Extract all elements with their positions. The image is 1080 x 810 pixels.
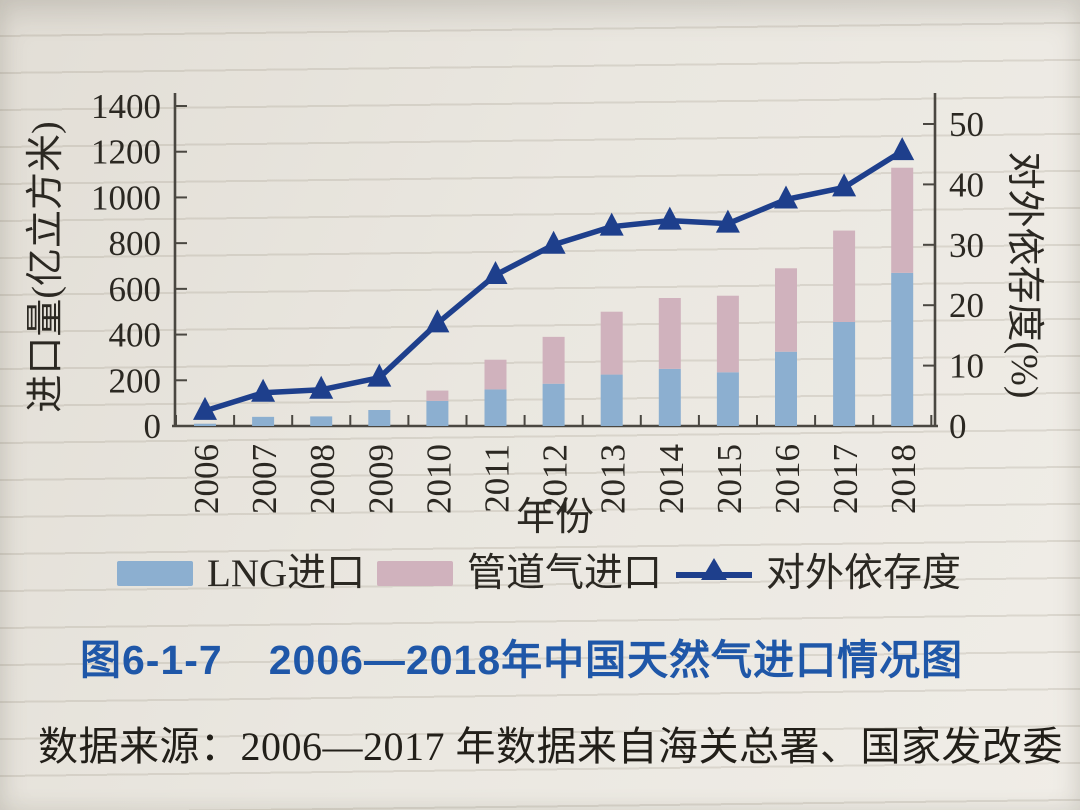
svg-text:1000: 1000: [91, 178, 161, 217]
tick-marks: [175, 105, 935, 427]
line-triangle-marker-icon: [676, 558, 752, 586]
legend-item-pipeline: 管道气进口: [377, 548, 662, 598]
legend-label-lng: LNG进口: [207, 551, 366, 595]
triangle-marker-icon: [541, 230, 566, 254]
svg-text:2015: 2015: [710, 444, 749, 514]
svg-text:2017: 2017: [826, 444, 865, 514]
legend-label-dependence: 对外依存度: [766, 551, 962, 595]
triangle-marker-icon: [367, 363, 392, 387]
svg-text:2009: 2009: [361, 444, 400, 514]
svg-text:2018: 2018: [884, 444, 923, 514]
svg-text:2010: 2010: [419, 444, 458, 514]
triangle-marker-icon: [251, 378, 276, 402]
bars-lng-import: [194, 272, 914, 426]
triangle-marker-icon: [657, 206, 682, 230]
svg-text:2012: 2012: [536, 444, 575, 514]
svg-text:20: 20: [949, 286, 984, 325]
triangle-marker-icon: [309, 375, 334, 399]
svg-text:2006: 2006: [187, 444, 226, 514]
chart-legend: LNG进口 管道气进口 对外依存度: [0, 548, 1080, 598]
legend-item-lng: LNG进口: [117, 548, 365, 598]
svg-text:0: 0: [144, 407, 162, 446]
svg-text:1200: 1200: [91, 133, 161, 172]
dependence-line: [193, 137, 915, 420]
data-source-note: 数据来源：2006—2017 年数据来自海关总署、国家发改委: [38, 724, 1063, 769]
figure-title: 2006—2018年中国天然气进口情况图: [268, 637, 964, 683]
figure-caption: 图6-1-7 2006—2018年中国天然气进口情况图: [80, 626, 1060, 686]
legend-item-dependence: 对外依存度: [676, 548, 961, 598]
pipeline-swatch-icon: [377, 560, 453, 586]
svg-text:200: 200: [109, 361, 162, 400]
svg-text:800: 800: [109, 224, 162, 263]
svg-text:0: 0: [949, 407, 967, 446]
svg-text:2014: 2014: [652, 444, 691, 514]
triangle-marker-icon: [774, 185, 798, 209]
bars-pipeline-import: [426, 167, 914, 401]
right-axis-title: 对外依存度(%): [1003, 152, 1045, 399]
svg-text:2007: 2007: [245, 444, 284, 514]
x-axis-title: 年份: [516, 496, 594, 539]
gas-import-chart-canvas: 0 200 400 600 800 1000 1200 1400 0 10 20 30 40 50 2006…: [25, 87, 1045, 539]
triangle-marker-icon: [890, 137, 915, 161]
lng-swatch-icon: [117, 560, 193, 586]
svg-text:2013: 2013: [594, 444, 633, 514]
svg-text:400: 400: [109, 316, 162, 355]
svg-text:50: 50: [949, 105, 984, 144]
triangle-marker-icon: [832, 173, 857, 197]
legend-label-pipeline: 管道气进口: [467, 551, 663, 595]
triangle-marker-icon: [599, 212, 624, 236]
svg-text:10: 10: [949, 347, 984, 386]
svg-text:600: 600: [109, 270, 162, 309]
triangle-marker-icon: [193, 396, 217, 420]
triangle-marker-icon: [483, 261, 508, 284]
triangle-marker-icon: [425, 309, 450, 333]
svg-text:2016: 2016: [768, 444, 807, 514]
figure-number: 图6-1-7: [80, 637, 223, 683]
triangle-marker-icon: [715, 209, 740, 233]
svg-text:40: 40: [949, 165, 984, 204]
svg-text:2011: 2011: [478, 444, 517, 513]
left-axis-title: 进口量(亿立方米): [25, 121, 67, 412]
svg-text:1400: 1400: [91, 87, 161, 126]
svg-text:30: 30: [949, 226, 984, 265]
svg-text:2008: 2008: [303, 444, 342, 514]
